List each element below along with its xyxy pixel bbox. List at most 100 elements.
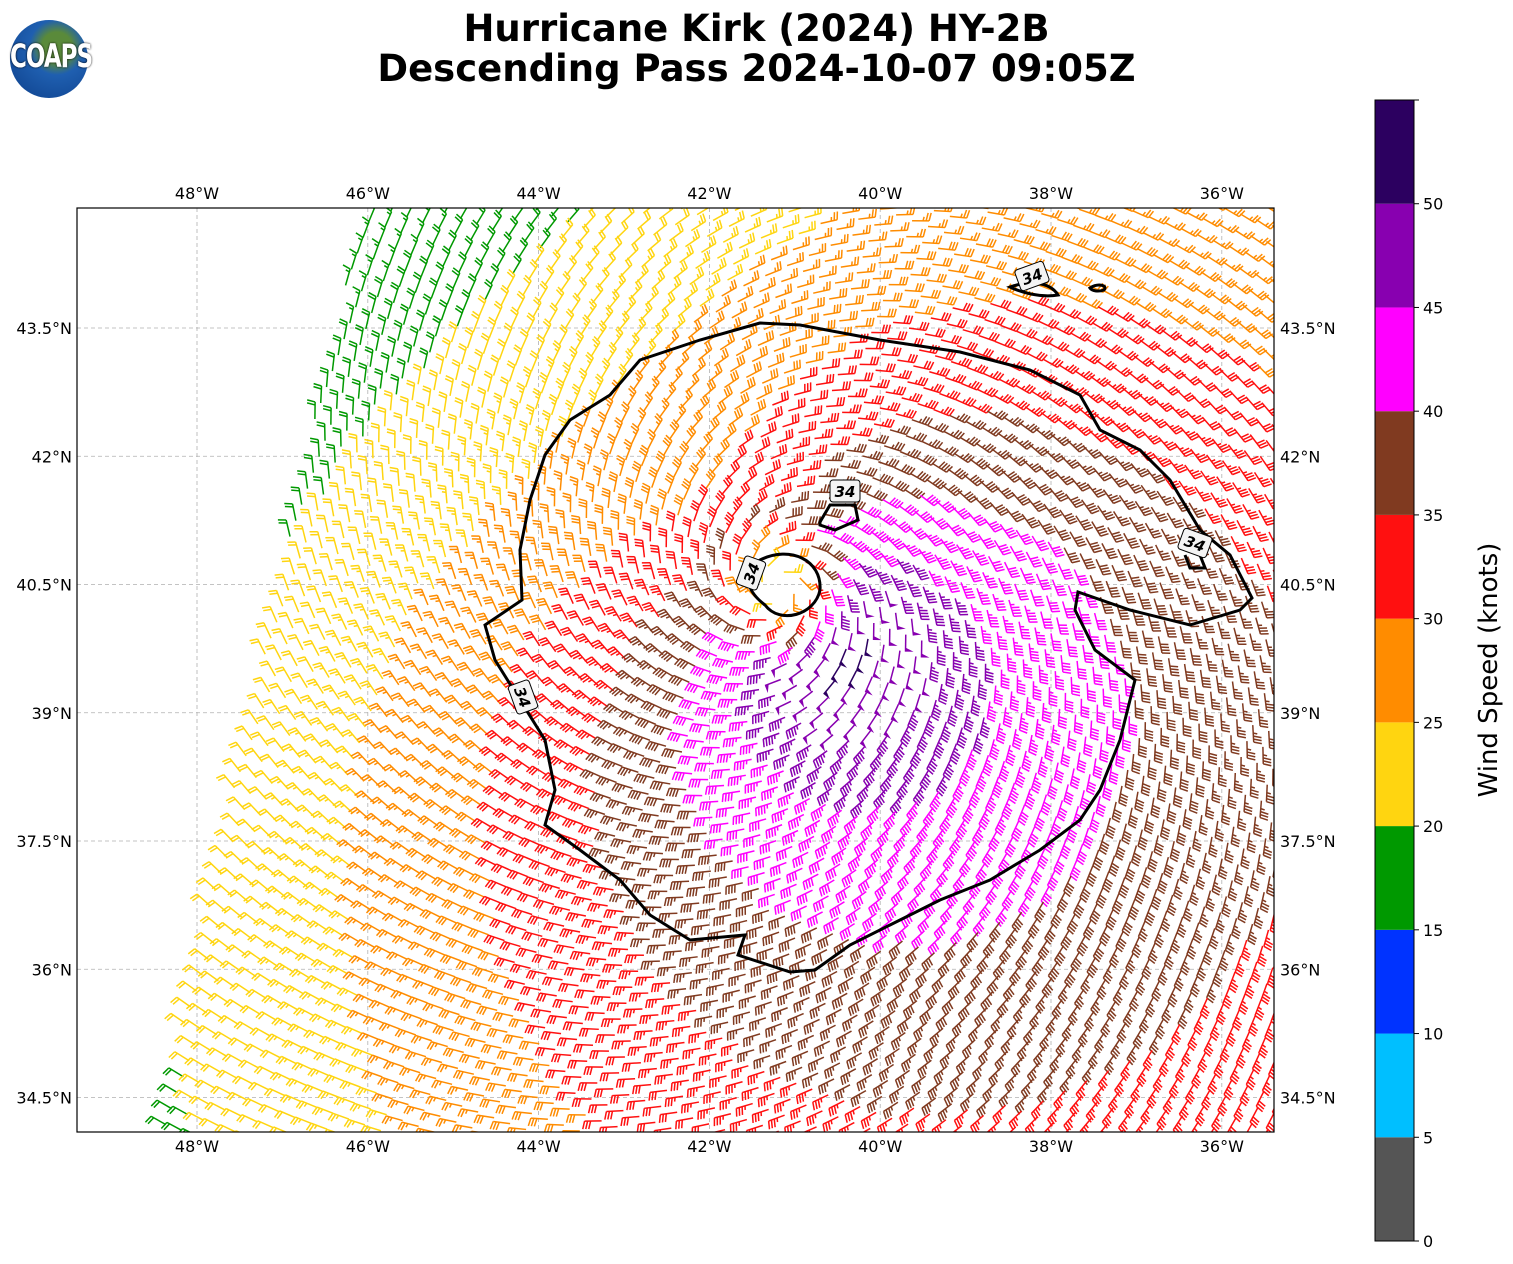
wind-barb [409, 419, 417, 438]
wind-barb [1219, 859, 1228, 879]
wind-barb [1135, 700, 1144, 719]
wind-barb [1064, 548, 1080, 563]
wind-barb [1095, 613, 1108, 629]
wind-barb [362, 217, 369, 238]
wind-barb [1266, 785, 1274, 804]
wind-barb [629, 333, 640, 353]
wind-barb [304, 734, 322, 747]
wind-barb [397, 974, 418, 982]
wind-barb [793, 852, 808, 867]
wind-barb [545, 621, 562, 635]
wind-barb [253, 677, 270, 692]
wind-barb [1147, 668, 1157, 686]
wind-barb [898, 651, 906, 669]
lon-tick-label-bottom: 46°W [346, 1137, 390, 1156]
wind-barb [691, 410, 702, 429]
wind-barb [853, 225, 871, 235]
wind-barb [842, 611, 850, 630]
wind-barb [1105, 1055, 1115, 1075]
wind-barb [302, 1085, 323, 1093]
wind-barb [860, 357, 879, 365]
wind-barb [925, 329, 945, 338]
wind-barb [394, 638, 410, 653]
wind-barb [1272, 226, 1292, 236]
wind-barb [964, 712, 973, 732]
wind-barb [884, 1102, 898, 1119]
wind-barb [1088, 1049, 1098, 1069]
wind-barb [897, 559, 914, 573]
wind-barb [865, 1005, 879, 1022]
wind-barb [1221, 514, 1237, 529]
wind-barb [508, 1073, 528, 1081]
wind-barb [313, 905, 333, 915]
wind-barb [279, 947, 299, 956]
wind-barb [1209, 837, 1218, 857]
wind-barb [1109, 856, 1119, 877]
wind-barb [855, 983, 869, 1000]
wind-barb [994, 540, 1011, 554]
wind-barb [652, 983, 670, 992]
wind-barb [446, 284, 454, 305]
wind-barb [1251, 962, 1260, 983]
wind-barb [535, 845, 556, 854]
wind-barb [395, 229, 402, 250]
wind-barb [1146, 324, 1166, 334]
wind-barb [865, 341, 884, 349]
wind-barb [749, 452, 763, 469]
wind-barb [724, 684, 743, 692]
wind-barb [1206, 891, 1215, 911]
wind-barb [1003, 616, 1015, 633]
wind-barb [491, 355, 499, 376]
wind-barb [967, 566, 982, 581]
wind-barb [1013, 729, 1022, 749]
wind-barb [230, 983, 250, 992]
wind-barb [471, 403, 479, 423]
wind-barb [319, 554, 332, 570]
wind-barb [497, 1051, 517, 1060]
wind-barb [322, 592, 336, 608]
wind-barb [904, 764, 915, 784]
wind-barb [839, 311, 857, 321]
wind-barb [1232, 682, 1242, 700]
wind-barb [341, 544, 354, 560]
wind-barb [169, 1052, 189, 1061]
wind-barb [1054, 526, 1071, 540]
wind-barb [477, 387, 485, 407]
wind-barb [1167, 895, 1176, 916]
wind-barb [1051, 232, 1072, 241]
wind-barb [264, 941, 284, 951]
wind-barb [828, 810, 842, 828]
wind-barb [1183, 901, 1192, 922]
wind-barb [997, 632, 1008, 650]
wind-barb [361, 401, 369, 420]
wind-barb [927, 845, 938, 865]
wind-barb [1077, 661, 1087, 679]
wind-barb [1250, 435, 1268, 449]
wind-barb [582, 617, 599, 631]
wind-barb [627, 189, 640, 207]
wind-barb [901, 597, 914, 613]
wind-barb [356, 233, 363, 254]
wind-barb [1266, 639, 1278, 656]
wind-barb [1023, 659, 1032, 678]
wind-barb [789, 669, 803, 685]
wind-barb [619, 971, 638, 979]
wind-barb [899, 963, 912, 981]
wind-barb [510, 665, 528, 678]
wind-barb [1121, 641, 1132, 658]
wind-barb [814, 429, 832, 439]
wind-barb [780, 739, 795, 754]
wind-barb [946, 668, 955, 688]
wind-barb [675, 207, 689, 224]
wind-barb [644, 644, 664, 655]
wind-barb [587, 522, 596, 540]
wind-barb [965, 1131, 978, 1149]
wind-barb [726, 883, 743, 895]
lat-tick-label-left: 39°N [32, 704, 72, 723]
wind-barb [984, 519, 1002, 532]
wind-barb [393, 413, 401, 432]
wind-barb [639, 1069, 657, 1079]
wind-barb [783, 214, 799, 228]
wind-barb [1163, 674, 1173, 692]
wind-barb [529, 861, 550, 870]
